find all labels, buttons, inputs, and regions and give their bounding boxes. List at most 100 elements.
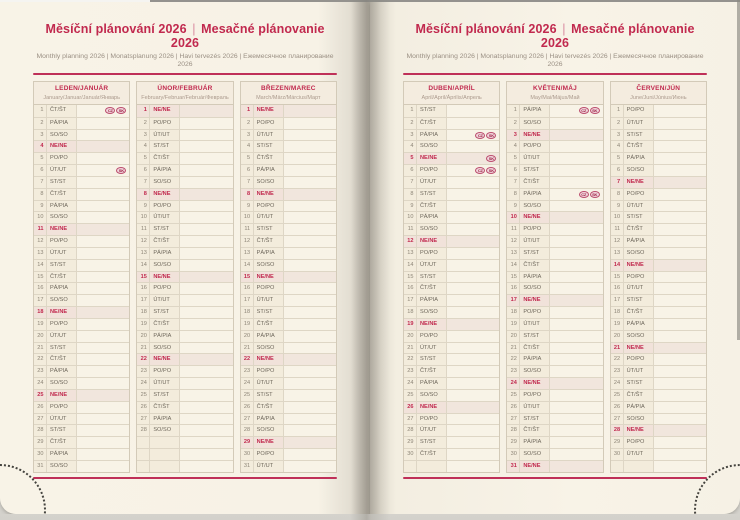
day-number: 26 (404, 401, 417, 413)
day-number: 16 (34, 283, 47, 295)
day-row: 26 PÁ/PIA (610, 400, 706, 413)
month-header: LEDEN/JANUÁR January/Januar/Január/Январ… (33, 81, 131, 104)
day-number: 12 (507, 236, 521, 247)
day-number: 23 (404, 366, 417, 378)
day-of-week: NE/NE (623, 342, 654, 354)
day-row: 17 ÚT/UT (137, 294, 233, 307)
day-of-week: PO/PO (47, 153, 77, 165)
day-row: 7 NE/NE (610, 175, 706, 188)
day-row: 11 NE/NE (34, 223, 130, 236)
day-of-week: SO/SO (417, 141, 447, 153)
day-of-week: PÁ/PIA (47, 283, 77, 295)
day-row: 7 ČT/ŠT (507, 175, 603, 188)
day-of-week: NE/NE (150, 188, 181, 200)
day-number: 12 (34, 236, 47, 247)
page-subtitle: Monthly planning 2026 | Monatsplanung 20… (406, 53, 704, 68)
day-of-week: PO/PO (47, 318, 77, 330)
day-of-week: ÚT/UT (47, 413, 77, 425)
notes-cell: CZ SK (77, 105, 129, 117)
notes-cell (77, 283, 129, 294)
day-of-week: ST/ST (417, 271, 447, 283)
day-row: 8 PO/PO (610, 187, 706, 200)
notes-cell (284, 248, 336, 259)
day-number: 24 (404, 378, 417, 389)
notes-cell (180, 414, 232, 425)
day-row: 6 PÁ/PIA (137, 164, 233, 176)
month-rows: 1 PÁ/PIA CZ SK 2 SO/SO 3 NE/NE 4 PO/PO 5 ÚT/UT 6 ST/S… (506, 104, 604, 473)
day-number: 31 (507, 460, 521, 472)
notes-cell (654, 414, 706, 425)
day-number: 18 (240, 307, 254, 318)
months-right: DUBEN/APRÍL April/April/Április/Апрель 1… (403, 81, 707, 473)
day-row: 19 NE/NE (404, 317, 500, 330)
day-row: 1 ČT/ŠT CZ SK (34, 105, 129, 117)
day-row: 16 PO/PO (137, 282, 233, 295)
day-of-week: ST/ST (520, 165, 551, 176)
day-number: 4 (610, 141, 624, 153)
notes-cell (77, 307, 130, 318)
sk-holiday-badge-icon: SK (116, 107, 127, 115)
notes-cell (180, 378, 232, 389)
notes-cell (180, 224, 232, 235)
notes-cell (284, 118, 336, 129)
day-of-week: SO/SO (47, 129, 77, 141)
day-of-week: PÁ/PIA (47, 366, 77, 378)
notes-cell (653, 425, 706, 437)
notes-cell (550, 331, 602, 342)
day-row: 24 SO/SO (34, 377, 130, 389)
day-row: 22 NE/NE (137, 353, 233, 366)
day-row: 8 NE/NE (137, 187, 233, 200)
notes-cell (550, 141, 602, 152)
day-of-week: ČT/ŠT (623, 141, 654, 153)
day-row: 10 NE/NE (507, 211, 603, 224)
day-number: 20 (507, 330, 521, 342)
day-number: 21 (240, 342, 254, 354)
day-of-week: PO/PO (253, 449, 284, 460)
day-of-week: PÁ/PIA (417, 129, 447, 141)
notes-cell (284, 236, 336, 247)
notes-cell (77, 461, 129, 472)
day-of-week: ÚT/UT (47, 330, 77, 342)
notes-cell (447, 343, 499, 354)
day-number: 5 (240, 153, 254, 165)
notes-cell (550, 248, 602, 259)
day-row: 5 ČT/ŠT (137, 152, 233, 165)
notes-cell (284, 425, 336, 436)
day-row: 8 ST/ST (404, 187, 500, 200)
day-row: 5 NE/NE SK (404, 152, 500, 165)
day-of-week: ČT/ŠT (150, 318, 181, 330)
notes-cell (180, 118, 232, 129)
day-number: 25 (507, 389, 521, 401)
day-of-week (150, 437, 181, 449)
day-number: 2 (404, 117, 417, 129)
notes-cell (283, 437, 336, 449)
notes-cell (77, 212, 129, 223)
notes-cell (180, 449, 232, 460)
notes-cell (77, 449, 129, 460)
day-number: 6 (137, 165, 151, 176)
sk-holiday-badge-icon: SK (486, 131, 497, 139)
day-of-week: NE/NE (417, 318, 447, 330)
day-of-week (417, 460, 447, 472)
day-row: 19 PO/PO (34, 317, 130, 330)
day-number: 19 (404, 318, 417, 330)
day-of-week: ÚT/UT (150, 378, 181, 389)
notes-cell (180, 319, 232, 330)
notes-cell (447, 425, 499, 436)
day-row: 21 ST/ST (34, 341, 130, 354)
day-of-week: ST/ST (150, 389, 181, 401)
day-row: 16 SO/SO (507, 282, 603, 295)
day-of-week: ST/ST (47, 176, 77, 188)
day-of-week: PÁ/PIA (623, 153, 654, 165)
day-row: 18 ST/ST (137, 306, 233, 318)
day-number: 15 (610, 271, 624, 283)
day-of-week: NE/NE (520, 129, 551, 141)
notes-cell (180, 201, 232, 212)
day-number: 2 (34, 117, 47, 129)
notes-cell (654, 153, 706, 164)
day-of-week: PO/PO (417, 165, 447, 176)
notes-cell (550, 153, 602, 164)
day-row: 23 SO/SO (507, 365, 603, 378)
day-number: 17 (507, 295, 521, 307)
notes-cell (550, 212, 603, 224)
